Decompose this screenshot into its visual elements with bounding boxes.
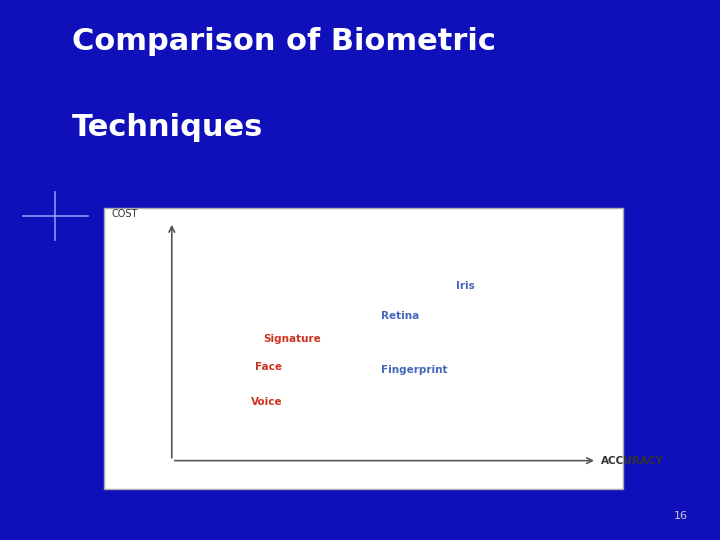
Text: Face: Face — [256, 362, 282, 372]
Text: COST: COST — [112, 209, 138, 219]
Text: Voice: Voice — [251, 397, 283, 407]
Text: Retina: Retina — [381, 311, 419, 321]
Text: Fingerprint: Fingerprint — [381, 364, 447, 375]
Text: Comparison of Biometric: Comparison of Biometric — [72, 27, 496, 56]
Text: 16: 16 — [674, 511, 688, 521]
Text: Techniques: Techniques — [72, 113, 264, 143]
Text: Iris: Iris — [456, 281, 474, 291]
Text: Signature: Signature — [264, 334, 321, 345]
Text: ACCURACY: ACCURACY — [600, 456, 663, 465]
FancyBboxPatch shape — [104, 208, 623, 489]
